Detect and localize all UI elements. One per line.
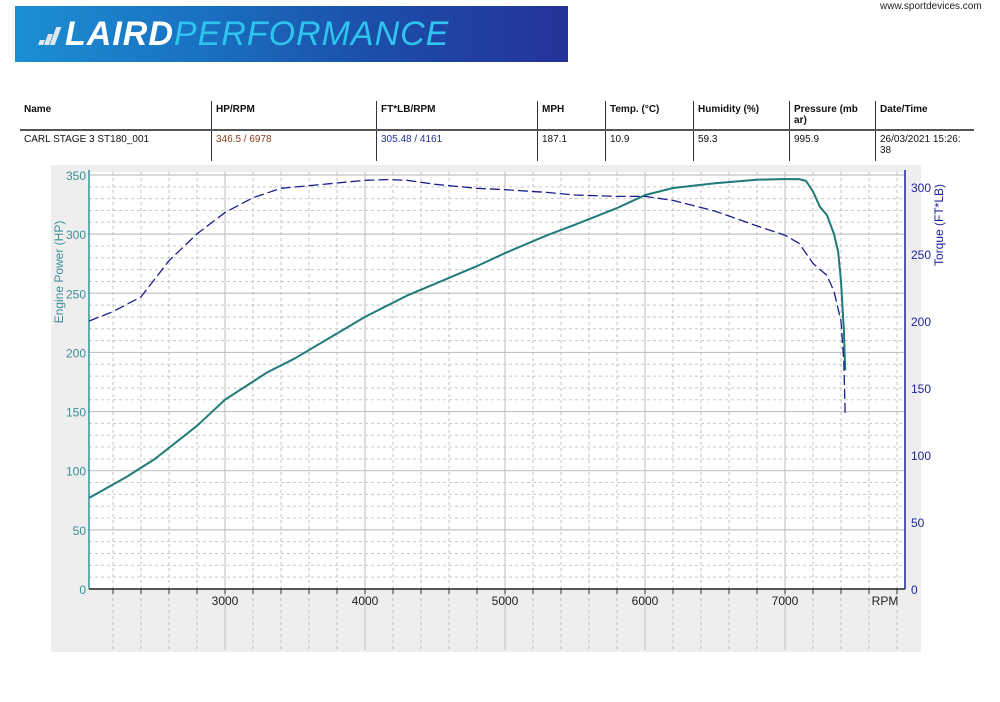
col-torque-rpm: FT*LB/RPM	[376, 101, 538, 131]
svg-text:350: 350	[66, 169, 86, 183]
svg-text:250: 250	[911, 248, 931, 262]
cell-name: CARL STAGE 3 ST180_001	[24, 134, 150, 145]
cell-humidity: 59.3	[693, 130, 790, 161]
col-name: Name	[20, 101, 212, 131]
svg-text:7000: 7000	[772, 594, 799, 608]
grid-lines	[89, 172, 905, 650]
logo-text-laird: LAIRD	[65, 15, 174, 53]
svg-text:100: 100	[66, 465, 86, 479]
y-axis-label: Engine Power (HP)	[52, 221, 66, 324]
cell-pressure: 995.9	[789, 130, 876, 161]
data-lines	[88, 178, 847, 499]
svg-text:300: 300	[66, 228, 86, 242]
svg-text:150: 150	[66, 406, 86, 420]
svg-text:0: 0	[79, 583, 86, 597]
y2-axis-label: Torque (FT*LB)	[932, 184, 946, 266]
cell-temp: 10.9	[605, 130, 694, 161]
svg-text:200: 200	[66, 346, 86, 360]
axis-labels: 0 50 100 150 200 250 300 350 0 50 100 150 200 250 300 3…	[52, 169, 946, 608]
axes	[88, 170, 906, 594]
svg-text:200: 200	[911, 315, 931, 329]
svg-text:6000: 6000	[632, 594, 659, 608]
svg-text:0: 0	[911, 583, 918, 597]
svg-text:4000: 4000	[352, 594, 379, 608]
col-humidity: Humidity (%)	[693, 101, 790, 131]
cell-hp-rpm: 346.5 / 6978	[211, 130, 377, 161]
logo-text-performance: PERFORMANCE	[173, 15, 450, 53]
power-curve	[88, 178, 847, 499]
cell-torque-rpm: 305.48 / 4161	[376, 130, 538, 161]
table-row: CARL STAGE 3 ST180_001 346.5 / 6978 305.…	[20, 130, 974, 161]
svg-text:50: 50	[73, 524, 87, 538]
laird-performance-logo: LAIRDPERFORMANCE	[15, 6, 568, 62]
svg-text:150: 150	[911, 382, 931, 396]
col-mph: MPH	[537, 101, 606, 131]
svg-text:100: 100	[911, 449, 931, 463]
col-datetime: Date/Time	[875, 101, 974, 131]
svg-text:50: 50	[911, 516, 925, 530]
col-hp-rpm: HP/RPM	[211, 101, 377, 131]
svg-text:300: 300	[911, 181, 931, 195]
svg-text:5000: 5000	[492, 594, 519, 608]
cell-mph: 187.1	[537, 130, 606, 161]
table-header-row: Name HP/RPM FT*LB/RPM MPH Temp. (°C) Hum…	[20, 101, 974, 131]
cell-datetime: 26/03/2021 15:26: 38	[875, 130, 974, 161]
svg-text:3000: 3000	[212, 594, 239, 608]
x-axis-label: RPM	[872, 594, 899, 608]
site-url: www.sportdevices.com	[880, 1, 982, 12]
col-pressure: Pressure (mb ar)	[789, 101, 876, 131]
svg-text:250: 250	[66, 287, 86, 301]
col-temp: Temp. (°C)	[605, 101, 694, 131]
run-info-table: Name HP/RPM FT*LB/RPM MPH Temp. (°C) Hum…	[20, 101, 974, 161]
torque-curve	[88, 178, 846, 415]
